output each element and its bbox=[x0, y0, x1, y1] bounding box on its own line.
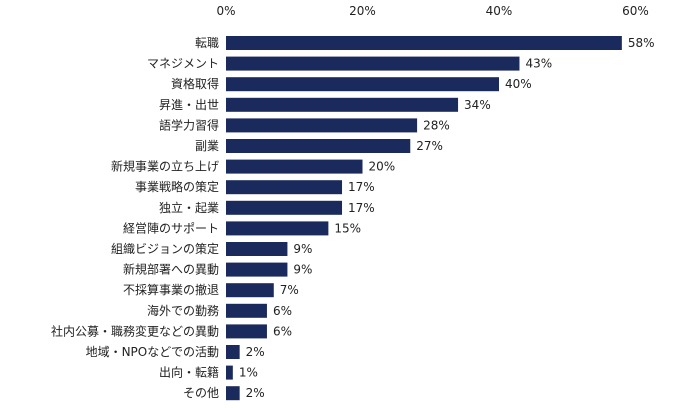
value-label: 9% bbox=[293, 263, 312, 277]
bar bbox=[226, 221, 329, 236]
bar bbox=[226, 345, 240, 359]
value-label: 2% bbox=[246, 386, 265, 400]
value-label: 28% bbox=[423, 118, 450, 132]
value-label: 6% bbox=[273, 304, 292, 318]
bar bbox=[226, 303, 267, 318]
category-label: 昇進・出世 bbox=[159, 98, 219, 112]
value-label: 2% bbox=[246, 345, 265, 359]
value-label: 20% bbox=[369, 160, 396, 174]
x-tick-label: 60% bbox=[622, 4, 649, 18]
category-label: 事業戦略の策定 bbox=[135, 179, 219, 194]
bar bbox=[226, 324, 267, 339]
bar bbox=[226, 56, 520, 71]
category-label: 海外での勤務 bbox=[147, 303, 219, 318]
value-label: 7% bbox=[280, 283, 299, 297]
bar bbox=[226, 36, 622, 50]
category-label: 新規事業の立ち上げ bbox=[111, 159, 219, 174]
bars bbox=[226, 36, 622, 401]
value-label: 34% bbox=[464, 98, 491, 112]
category-label: 地域・NPOなどでの活動 bbox=[86, 345, 219, 359]
bar bbox=[226, 386, 240, 401]
value-label: 1% bbox=[239, 366, 258, 380]
bar bbox=[226, 139, 411, 153]
bar bbox=[226, 242, 288, 256]
category-label: 独立・起業 bbox=[159, 200, 219, 215]
bar bbox=[226, 118, 418, 133]
category-label: 経営陣のサポート bbox=[123, 221, 219, 235]
value-label: 43% bbox=[525, 57, 552, 71]
category-label: 副業 bbox=[195, 139, 219, 153]
category-label: 転職 bbox=[195, 36, 219, 50]
category-label: 新規部署への異動 bbox=[123, 262, 219, 277]
value-label: 17% bbox=[348, 180, 375, 194]
value-label: 17% bbox=[348, 201, 375, 215]
category-label: その他 bbox=[183, 386, 219, 400]
category-label: 出向・転籍 bbox=[159, 365, 219, 380]
value-label: 27% bbox=[416, 139, 443, 153]
bar bbox=[226, 159, 363, 174]
category-labels: 転職マネジメント資格取得昇進・出世語学力習得副業新規事業の立ち上げ事業戦略の策定… bbox=[51, 36, 219, 400]
value-label: 58% bbox=[628, 36, 655, 50]
category-label: 資格取得 bbox=[171, 76, 219, 91]
bar bbox=[226, 365, 233, 380]
category-label: マネジメント bbox=[147, 57, 219, 71]
bar bbox=[226, 77, 499, 92]
x-tick-label: 20% bbox=[349, 4, 376, 18]
bar bbox=[226, 97, 459, 112]
value-label: 6% bbox=[273, 324, 292, 338]
category-label: 不採算事業の撤退 bbox=[123, 282, 219, 297]
bar bbox=[226, 283, 274, 298]
value-label: 15% bbox=[334, 221, 361, 235]
category-label: 語学力習得 bbox=[159, 117, 219, 132]
value-label: 9% bbox=[293, 242, 312, 256]
value-label: 40% bbox=[505, 77, 532, 91]
bar bbox=[226, 180, 343, 195]
x-tick-label: 40% bbox=[486, 4, 513, 18]
bar bbox=[226, 262, 288, 277]
bar bbox=[226, 200, 343, 215]
x-tick-label: 0% bbox=[216, 4, 235, 18]
category-label: 社内公募・職務変更などの異動 bbox=[51, 323, 219, 338]
value-labels: 58% 43% 40% 34% 28% 27% 20% 17% 17% 15% 9% 9% 7% 6% 6%… bbox=[239, 36, 655, 400]
x-axis-ticks: 0% 20% 40% 60% bbox=[216, 4, 648, 18]
category-label: 組織ビジョンの策定 bbox=[111, 241, 219, 256]
